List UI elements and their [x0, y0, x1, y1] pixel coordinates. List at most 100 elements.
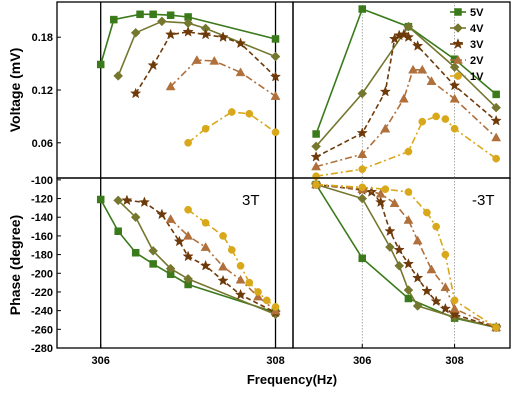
y-tick-label: -100 [31, 175, 53, 187]
data-point-4v [403, 285, 414, 295]
data-point-1v [432, 222, 440, 231]
data-point-2v [403, 215, 414, 224]
data-point-1v [312, 180, 320, 189]
legend-marker-2v [453, 54, 463, 64]
x-tick-label: 308 [445, 355, 463, 367]
data-point-2v [235, 67, 246, 77]
data-point-2v [398, 93, 409, 103]
data-point-2v [183, 230, 194, 240]
series-line-4v [117, 20, 276, 77]
data-point-5v [312, 130, 320, 138]
data-point-2v [375, 188, 386, 198]
y-tick-label: 0.06 [32, 138, 53, 150]
y-tick-label: 0.12 [32, 85, 53, 97]
data-point-1v [381, 185, 390, 194]
data-point-3v [217, 274, 229, 286]
data-point-2v [426, 76, 437, 85]
data-point-4v [130, 27, 141, 38]
data-point-1v [492, 154, 500, 163]
data-point-3v [448, 308, 461, 320]
y-tick-label: -140 [31, 212, 53, 224]
data-point-3v [173, 235, 185, 247]
data-point-3v [448, 79, 461, 91]
data-point-3v [412, 40, 424, 51]
legend-label: 3V [470, 39, 484, 51]
legend-item-1v: 1V [450, 71, 484, 83]
data-point-2v [235, 274, 246, 284]
data-point-5v [166, 11, 175, 19]
data-point-3v [269, 70, 282, 82]
data-point-2v [270, 91, 281, 100]
data-point-4v [113, 195, 124, 206]
data-point-3v [430, 295, 442, 307]
series-line-3v [135, 31, 277, 94]
data-point-1v [271, 128, 280, 137]
data-point-1v [236, 261, 245, 270]
data-point-2v [209, 55, 220, 65]
data-point-4v [449, 62, 460, 72]
data-point-2v [412, 235, 423, 245]
data-point-1v [219, 232, 227, 240]
data-point-2v [449, 93, 460, 103]
data-point-3v [402, 31, 415, 42]
data-point-5v [96, 60, 105, 69]
data-point-2v [165, 81, 176, 91]
data-point-1v [358, 183, 367, 192]
data-point-1v [245, 109, 254, 118]
data-point-5v [131, 248, 140, 257]
series-5v [96, 10, 280, 69]
data-point-1v [404, 147, 413, 156]
data-point-3v [182, 26, 194, 37]
plot-frame [292, 177, 511, 349]
data-point-3v [156, 208, 168, 220]
series-line-1v [316, 183, 497, 329]
data-point-3v [439, 302, 451, 314]
data-point-4v [357, 88, 368, 99]
y-tick-label: -220 [31, 287, 53, 299]
data-point-3v [182, 250, 194, 262]
y-tick-label: -120 [31, 194, 53, 206]
series-1v [312, 180, 500, 332]
y-tick-label: -240 [31, 306, 53, 318]
data-point-4v [270, 51, 281, 62]
data-point-4v [183, 274, 193, 284]
series-4v [113, 16, 281, 81]
data-point-1v [492, 323, 500, 332]
series-line-1v [315, 115, 497, 177]
data-point-1v [201, 124, 210, 133]
y-tick-label: 0.18 [32, 32, 53, 44]
data-point-5v [149, 10, 157, 19]
legend-marker-4v [453, 23, 463, 33]
data-point-2v [440, 282, 451, 292]
series-3v [121, 194, 282, 318]
data-point-3v [138, 196, 151, 208]
data-point-2v [426, 264, 437, 274]
data-point-2v [253, 291, 263, 301]
data-point-2v [218, 261, 229, 271]
data-point-4v [385, 242, 395, 252]
series-line-1v [187, 111, 276, 144]
data-point-4v [403, 21, 414, 32]
data-point-2v [417, 64, 428, 74]
data-point-2v [389, 198, 400, 207]
data-point-1v [184, 138, 192, 147]
legend-item-3v: 3V [450, 38, 484, 51]
data-point-5v [358, 254, 367, 263]
data-point-2v [408, 64, 418, 74]
data-point-3v [421, 285, 433, 296]
data-point-5v [110, 15, 118, 24]
data-point-4v [165, 263, 176, 274]
data-point-3v [490, 114, 502, 126]
panel-voltage-right [292, 1, 511, 181]
panel-phase-right: 306 308 [292, 177, 511, 367]
x-axis-label: Frequency(Hz) [247, 372, 337, 387]
legend-label: 1V [470, 71, 484, 83]
y-tick-label: -260 [31, 324, 53, 336]
data-point-1v [227, 108, 236, 116]
data-point-5v [96, 195, 105, 204]
legend-label: 2V [470, 55, 484, 67]
x-tick-label: 308 [266, 355, 284, 367]
data-point-3v [398, 28, 410, 40]
data-point-1v [254, 288, 262, 296]
